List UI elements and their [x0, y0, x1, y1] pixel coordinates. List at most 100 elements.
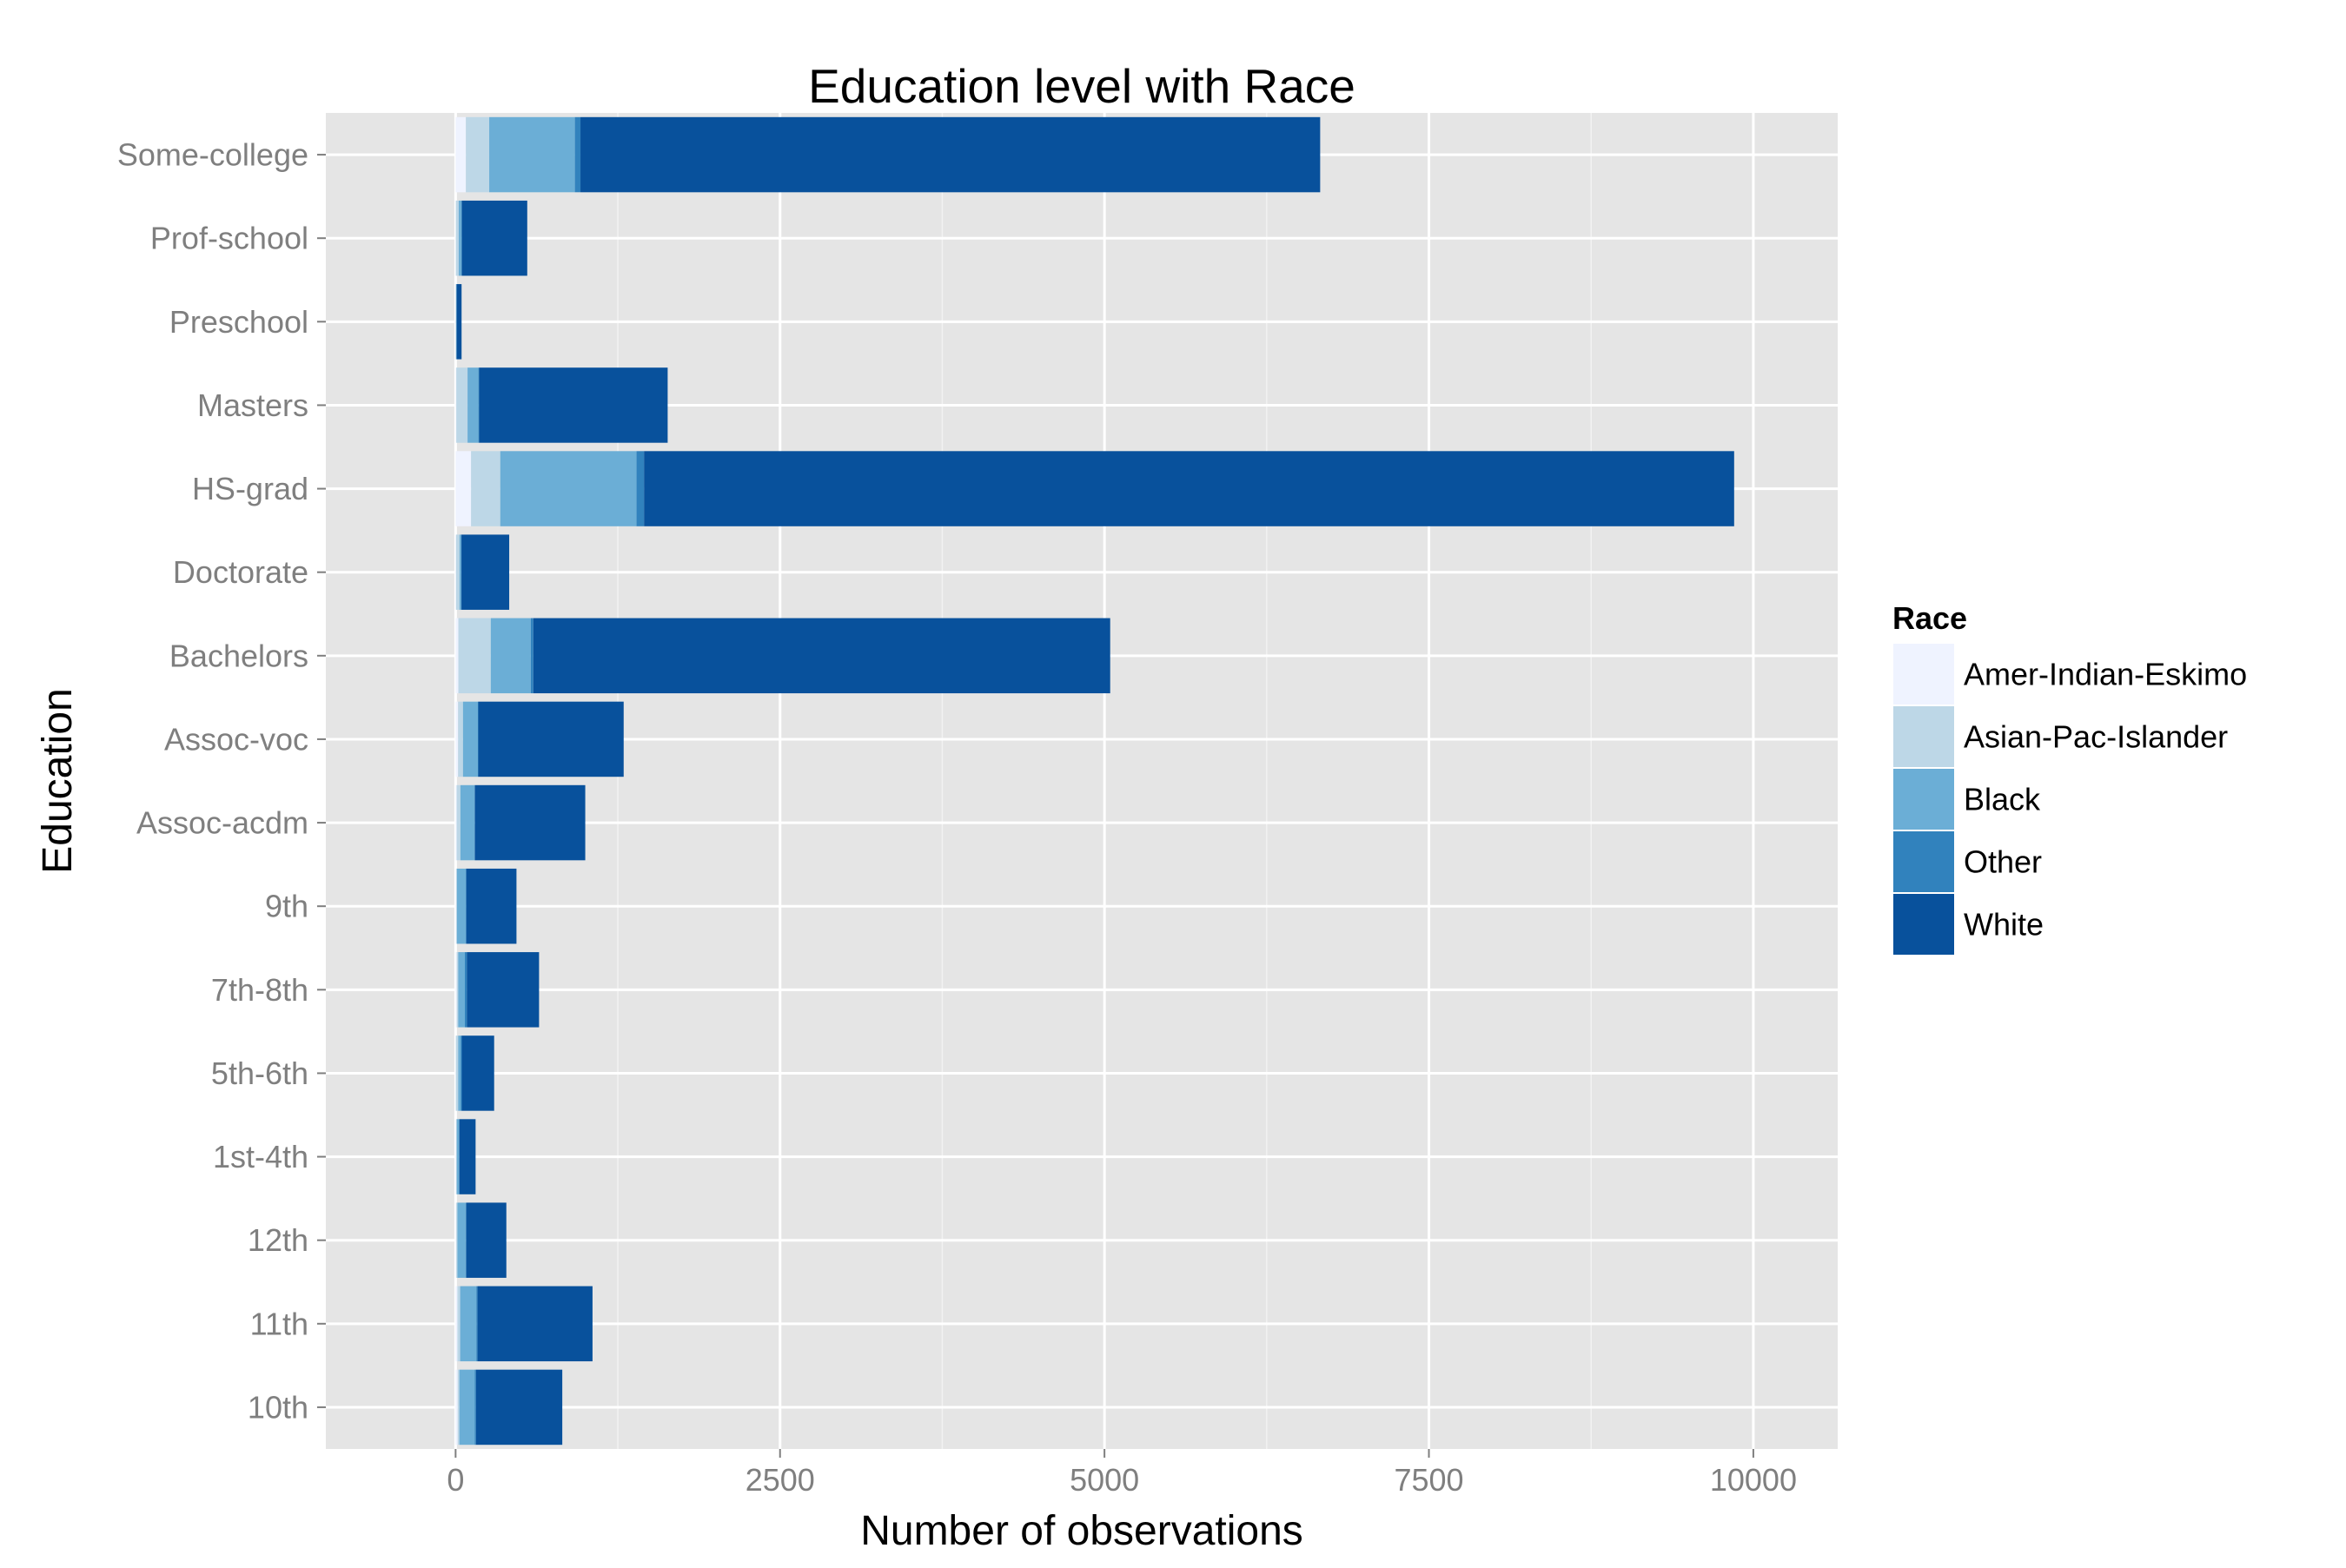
bar-white-7th-8th [467, 952, 540, 1028]
y-tick-label: Assoc-acdm [136, 805, 308, 841]
legend-key-amer-indian-eskimo [1892, 642, 1956, 706]
bar-black-5th-6th [458, 1035, 461, 1111]
bar-amer-indian-eskimo-1st-4th [455, 1119, 456, 1194]
x-tick-label: 7500 [1394, 1462, 1463, 1498]
grid-minor [617, 113, 1592, 1449]
bar-asian-pac-islander-assoc-acdm [456, 784, 461, 861]
bar-black-assoc-acdm [460, 784, 475, 861]
x-tick-label: 0 [447, 1462, 464, 1498]
bar-amer-indian-eskimo-prof-school [455, 200, 456, 276]
bar-asian-pac-islander-assoc-voc [458, 701, 463, 777]
bar-black-12th [457, 1202, 466, 1278]
y-tick-label: 1st-4th [213, 1139, 308, 1174]
bar-asian-pac-islander-prof-school [455, 200, 459, 276]
legend-label: Black [1964, 782, 2041, 817]
y-tick-label: 7th-8th [211, 972, 308, 1008]
legend-key-black [1892, 767, 1956, 831]
bar-white-assoc-acdm [474, 784, 586, 861]
bar-black-assoc-voc [462, 701, 479, 777]
bar-amer-indian-eskimo-11th [455, 1286, 458, 1362]
x-axis: 0 2500 5000 7500 10000 [447, 1449, 1797, 1498]
bar-other-12th [465, 1202, 467, 1278]
bar-amer-indian-eskimo-bachelors [455, 618, 459, 694]
bar-asian-pac-islander-doctorate [455, 534, 460, 610]
bar-amer-indian-eskimo-10th [455, 1369, 458, 1446]
bar-white-preschool [456, 284, 462, 360]
bar-white-hs-grad [644, 451, 1734, 526]
bar-amer-indian-eskimo-some-college [455, 116, 467, 193]
bar-white-1st-4th [459, 1119, 476, 1194]
bar-white-5th-6th [461, 1035, 494, 1111]
bar-other-11th [476, 1286, 478, 1362]
bar-black-doctorate [459, 534, 461, 610]
y-axis: 10th 11th 12th 1st-4th 5th-6th 7th-8th 9th Asso… [117, 137, 326, 1425]
bar-white-some-college [580, 116, 1321, 193]
bar-black-hs-grad [500, 451, 637, 526]
bar-amer-indian-eskimo-assoc-voc [455, 701, 459, 777]
bar-other-assoc-acdm [474, 784, 475, 861]
bar-black-masters [467, 367, 479, 443]
bar-amer-indian-eskimo-masters [455, 367, 457, 443]
bar-other-9th [466, 868, 467, 944]
bar-white-bachelors [533, 618, 1110, 694]
bar-white-masters [479, 367, 668, 443]
bar-amer-indian-eskimo-doctorate [455, 534, 456, 610]
bar-black-some-college [489, 116, 575, 193]
bar-asian-pac-islander-11th [457, 1286, 461, 1362]
bar-white-assoc-voc [478, 701, 624, 777]
bar-black-9th [456, 868, 467, 944]
bar-amer-indian-eskimo-9th [455, 868, 457, 944]
bar-other-preschool [456, 284, 457, 360]
bar-amer-indian-eskimo-5th-6th [455, 1035, 456, 1111]
y-tick-label: Some-college [117, 137, 308, 173]
bar-white-10th [475, 1369, 563, 1446]
legend-key-other [1892, 830, 1956, 894]
plot-panel [326, 113, 1838, 1449]
bar-black-prof-school [458, 200, 461, 276]
y-tick-label: 9th [265, 889, 308, 924]
bar-other-7th-8th [464, 952, 467, 1028]
bar-other-hs-grad [636, 451, 645, 526]
bar-other-prof-school [461, 200, 462, 276]
bar-amer-indian-eskimo-12th [455, 1202, 457, 1278]
bar-other-doctorate [461, 534, 462, 610]
y-tick-label: 10th [248, 1389, 308, 1425]
bar-asian-pac-islander-7th-8th [456, 952, 459, 1028]
bar-white-12th [466, 1202, 507, 1278]
y-tick-label: Doctorate [173, 554, 308, 590]
bar-asian-pac-islander-masters [456, 367, 468, 443]
legend-title: Race [1892, 600, 1967, 636]
bar-white-11th [477, 1286, 593, 1362]
legend-key-white [1892, 892, 1956, 956]
bar-other-bachelors [530, 618, 533, 694]
bar-asian-pac-islander-10th [457, 1369, 460, 1446]
bar-asian-pac-islander-hs-grad [471, 451, 500, 526]
legend-label: Asian-Pac-Islander [1964, 719, 2228, 755]
legend: Race Amer-Indian-Eskimo Asian-Pac-Islande… [1892, 600, 2247, 956]
y-tick-label: Masters [197, 387, 308, 423]
legend-label: Amer-Indian-Eskimo [1964, 657, 2247, 692]
bar-asian-pac-islander-5th-6th [455, 1035, 459, 1111]
bar-other-1st-4th [459, 1119, 460, 1194]
bar-black-10th [459, 1369, 475, 1446]
y-tick-label: Preschool [169, 304, 308, 340]
legend-label: White [1964, 907, 2044, 943]
bar-other-10th [474, 1369, 476, 1446]
bar-asian-pac-islander-12th [456, 1202, 458, 1278]
legend-label: Other [1964, 844, 2042, 880]
y-tick-label: 12th [248, 1222, 308, 1258]
y-tick-label: Bachelors [169, 638, 308, 673]
bar-amer-indian-eskimo-7th-8th [455, 952, 457, 1028]
bar-black-7th-8th [458, 952, 465, 1028]
bar-other-masters [478, 367, 480, 443]
x-axis-title: Number of observations [860, 1508, 1303, 1554]
y-tick-label: Assoc-voc [164, 721, 308, 757]
y-tick-label: 11th [250, 1306, 308, 1341]
bar-asian-pac-islander-bachelors [458, 618, 491, 694]
bar-black-11th [460, 1286, 477, 1362]
bar-amer-indian-eskimo-assoc-acdm [455, 784, 457, 861]
x-tick-label: 5000 [1070, 1462, 1139, 1498]
bar-white-9th [466, 868, 517, 944]
bar-amer-indian-eskimo-hs-grad [455, 451, 472, 526]
